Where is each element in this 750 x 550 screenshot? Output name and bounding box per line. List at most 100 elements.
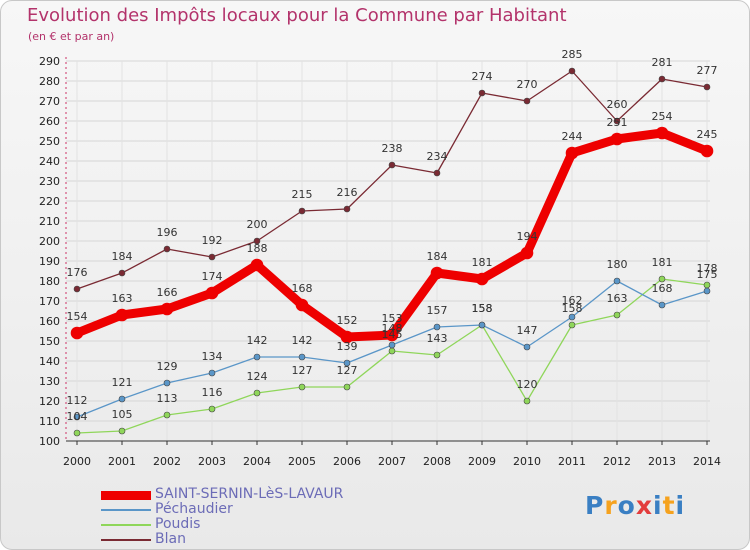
y-tick-label: 190 — [39, 255, 60, 268]
data-point — [73, 285, 81, 293]
data-point — [118, 395, 126, 403]
data-label: 174 — [202, 270, 223, 283]
data-point — [388, 161, 396, 169]
data-label: 162 — [562, 294, 583, 307]
legend-label: Péchaudier — [155, 501, 233, 517]
data-label: 251 — [607, 116, 628, 129]
data-label: 166 — [157, 286, 178, 299]
data-point — [208, 405, 216, 413]
data-label: 158 — [472, 302, 493, 315]
data-point — [208, 253, 216, 261]
data-point — [118, 427, 126, 435]
data-point — [658, 275, 666, 283]
data-label: 148 — [382, 322, 403, 335]
logo-letter: P — [585, 491, 605, 520]
data-point — [523, 397, 531, 405]
data-label: 124 — [247, 370, 268, 383]
data-point — [340, 330, 354, 344]
data-label: 180 — [607, 258, 628, 271]
data-point — [388, 347, 396, 355]
y-tick-label: 170 — [39, 295, 60, 308]
data-label: 184 — [427, 250, 448, 263]
x-tick-label: 2000 — [63, 455, 91, 468]
proxiti-logo: Proxiti — [585, 491, 685, 520]
data-label: 215 — [292, 188, 313, 201]
y-tick-label: 230 — [39, 175, 60, 188]
logo-letter: r — [604, 491, 618, 520]
data-point — [703, 83, 711, 91]
data-point — [205, 286, 219, 300]
data-point — [253, 237, 261, 245]
data-label: 158 — [472, 302, 493, 315]
y-tick-label: 200 — [39, 235, 60, 248]
data-label: 112 — [67, 394, 88, 407]
data-point — [565, 146, 579, 160]
data-point — [520, 246, 534, 260]
data-point — [70, 326, 84, 340]
data-label: 129 — [157, 360, 178, 373]
data-point — [610, 132, 624, 146]
data-label: 181 — [472, 256, 493, 269]
data-point — [73, 429, 81, 437]
data-label: 158 — [562, 302, 583, 315]
data-label: 168 — [292, 282, 313, 295]
y-tick-label: 150 — [39, 335, 60, 348]
x-tick-label: 2003 — [198, 455, 226, 468]
data-point — [298, 207, 306, 215]
data-point — [163, 411, 171, 419]
data-label: 175 — [697, 268, 718, 281]
data-label: 192 — [202, 234, 223, 247]
x-tick-label: 2005 — [288, 455, 316, 468]
data-label: 181 — [652, 256, 673, 269]
data-label: 157 — [427, 304, 448, 317]
y-tick-label: 250 — [39, 135, 60, 148]
data-point — [703, 287, 711, 295]
data-label: 139 — [337, 340, 358, 353]
legend-swatch — [101, 539, 151, 541]
data-label: 105 — [112, 408, 133, 421]
x-tick-label: 2009 — [468, 455, 496, 468]
data-point — [253, 389, 261, 397]
legend-label: Poudis — [155, 516, 201, 532]
data-point — [523, 97, 531, 105]
data-label: 142 — [247, 334, 268, 347]
data-point — [700, 144, 714, 158]
data-label: 285 — [562, 48, 583, 61]
data-label: 188 — [247, 242, 268, 255]
data-label: 200 — [247, 218, 268, 231]
data-point — [163, 379, 171, 387]
data-point — [703, 281, 711, 289]
data-label: 120 — [517, 378, 538, 391]
data-point — [298, 383, 306, 391]
data-point — [568, 313, 576, 321]
data-point — [568, 321, 576, 329]
logo-letter: t — [662, 491, 676, 520]
x-tick-label: 2012 — [603, 455, 631, 468]
data-label: 143 — [427, 332, 448, 345]
data-point — [655, 126, 669, 140]
data-point — [343, 383, 351, 391]
data-label: 104 — [67, 410, 88, 423]
data-point — [433, 323, 441, 331]
data-point — [298, 353, 306, 361]
data-label: 196 — [157, 226, 178, 239]
data-label: 168 — [652, 282, 673, 295]
data-point — [295, 298, 309, 312]
y-tick-label: 210 — [39, 215, 60, 228]
data-label: 270 — [517, 78, 538, 91]
data-label: 134 — [202, 350, 223, 363]
data-point — [523, 343, 531, 351]
legend-label: Blan — [155, 531, 186, 547]
data-point — [478, 321, 486, 329]
data-point — [118, 269, 126, 277]
data-point — [388, 341, 396, 349]
data-label: 127 — [337, 364, 358, 377]
data-point — [475, 272, 489, 286]
data-point — [343, 205, 351, 213]
legend-swatch — [101, 490, 151, 500]
y-tick-label: 130 — [39, 375, 60, 388]
y-tick-label: 290 — [39, 55, 60, 68]
data-point — [613, 277, 621, 285]
data-label: 147 — [517, 324, 538, 337]
data-label: 127 — [292, 364, 313, 377]
